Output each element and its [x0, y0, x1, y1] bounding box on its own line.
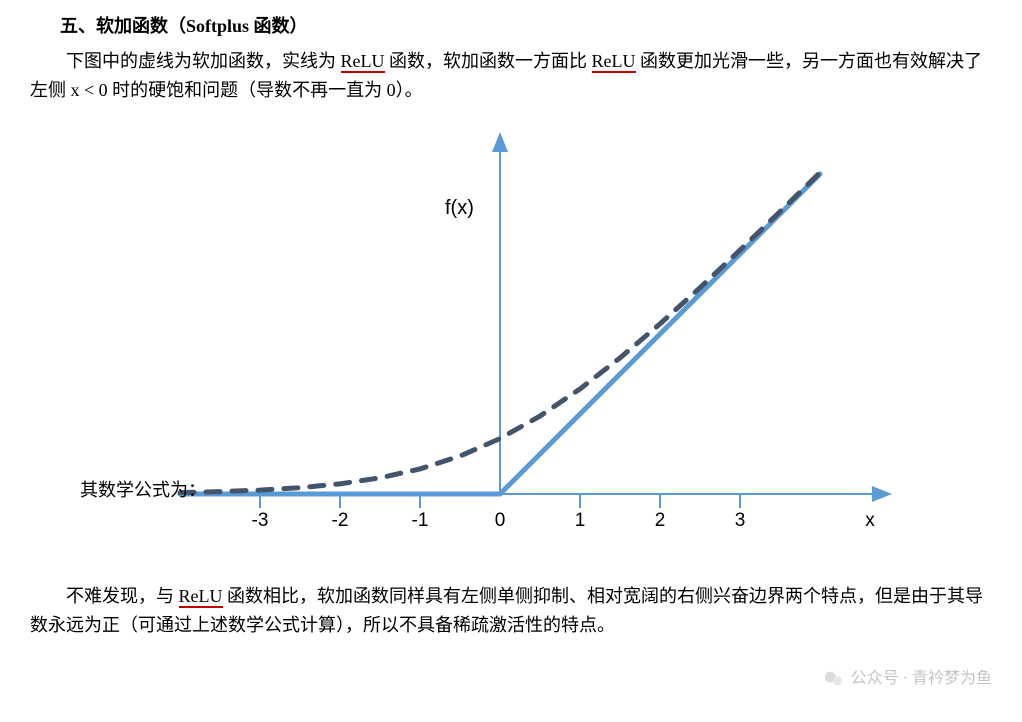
formula-label: 其数学公式为：	[80, 476, 206, 505]
heading-text: 五、软加函数（Softplus 函数）	[60, 16, 308, 36]
text-span: 函数，软加函数一方面比	[385, 51, 592, 71]
paragraph-conclusion: 不难发现，与 ReLU 函数相比，软加函数同样具有左侧单侧抑制、相对宽阔的右侧兴…	[30, 582, 992, 640]
chart-svg: -3 -2 -1 0 1 2 3 x f(x)	[50, 114, 950, 574]
svg-text:x: x	[865, 510, 875, 531]
svg-text:3: 3	[735, 510, 746, 531]
section-heading: 五、软加函数（Softplus 函数）	[60, 12, 992, 41]
svg-text:f(x): f(x)	[445, 197, 474, 219]
svg-text:-2: -2	[332, 510, 349, 531]
term-relu-2: ReLU	[592, 51, 636, 73]
paragraph-intro: 下图中的虚线为软加函数，实线为 ReLU 函数，软加函数一方面比 ReLU 函数…	[30, 47, 992, 105]
svg-text:-1: -1	[412, 510, 429, 531]
softplus-chart: -3 -2 -1 0 1 2 3 x f(x) 其数学公式为：	[50, 114, 950, 574]
wechat-icon	[823, 668, 845, 690]
text-span: 不难发现，与	[66, 586, 179, 606]
svg-text:2: 2	[655, 510, 666, 531]
watermark-text: 公众号 · 青衿梦为鱼	[851, 666, 992, 692]
term-relu-3: ReLU	[179, 586, 223, 608]
svg-text:0: 0	[495, 510, 506, 531]
svg-text:1: 1	[575, 510, 586, 531]
watermark: 公众号 · 青衿梦为鱼	[823, 666, 992, 692]
svg-text:-3: -3	[252, 510, 269, 531]
text-span: 下图中的虚线为软加函数，实线为	[66, 51, 341, 71]
term-relu-1: ReLU	[341, 51, 385, 73]
